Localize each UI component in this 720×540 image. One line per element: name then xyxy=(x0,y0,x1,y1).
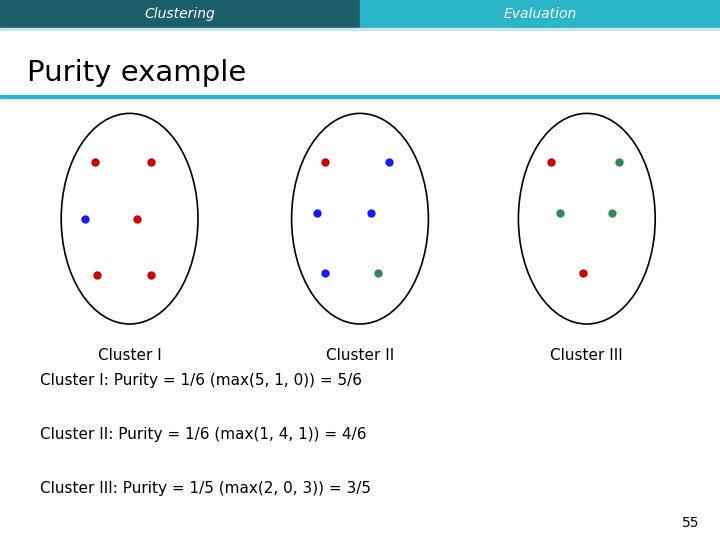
Text: Evaluation: Evaluation xyxy=(503,7,577,21)
Bar xyxy=(0,95,720,98)
Bar xyxy=(0,0,360,28)
Text: Clustering: Clustering xyxy=(145,7,215,21)
Bar xyxy=(0,28,720,30)
Text: Cluster II: Purity = 1/6 (max(1, 4, 1)) = 4/6: Cluster II: Purity = 1/6 (max(1, 4, 1)) … xyxy=(40,427,366,442)
Text: Purity example: Purity example xyxy=(27,59,247,87)
Text: Cluster I: Cluster I xyxy=(98,348,161,363)
Text: Cluster III: Purity = 1/5 (max(2, 0, 3)) = 3/5: Cluster III: Purity = 1/5 (max(2, 0, 3))… xyxy=(40,481,371,496)
Text: Cluster I: Purity = 1/6 (max(5, 1, 0)) = 5/6: Cluster I: Purity = 1/6 (max(5, 1, 0)) =… xyxy=(40,373,361,388)
Text: Cluster II: Cluster II xyxy=(326,348,394,363)
Text: 55: 55 xyxy=(683,516,700,530)
Bar xyxy=(360,0,720,28)
Text: Cluster III: Cluster III xyxy=(550,348,624,363)
